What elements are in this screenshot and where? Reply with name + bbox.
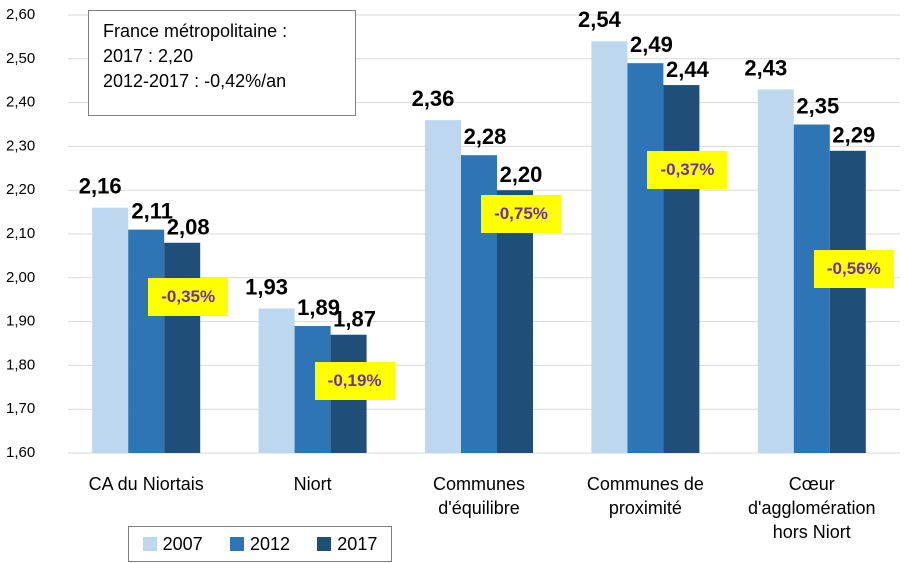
category-label: Niort (293, 474, 332, 494)
value-label: 2,49 (630, 32, 673, 57)
legend: 2007 2012 2017 (128, 526, 392, 562)
y-tick-label: 2,00 (6, 269, 35, 286)
rate-annotation: -0,75% (481, 195, 561, 233)
y-tick-label: 1,60 (6, 444, 35, 461)
value-label: 2,35 (796, 93, 839, 118)
rate-annotation: -0,19% (314, 362, 395, 400)
bar (757, 89, 794, 454)
y-tick-label: 2,20 (6, 181, 35, 198)
value-label: 2,20 (500, 162, 543, 187)
legend-swatch (229, 536, 244, 551)
value-label: 2,28 (464, 124, 507, 149)
bar (793, 124, 830, 453)
info-line: 2017 : 2,20 (103, 46, 194, 66)
value-label: 2,11 (131, 198, 173, 223)
bar (829, 150, 866, 453)
bar (497, 190, 533, 453)
bar (425, 120, 461, 454)
value-label: 2,29 (832, 123, 875, 148)
y-tick-label: 1,90 (6, 313, 35, 330)
value-label: 2,16 (79, 174, 122, 199)
bar (128, 229, 165, 453)
info-line: 2012-2017 : -0,42%/an (103, 71, 287, 91)
legend-item: 2017 (317, 534, 377, 555)
bar (663, 85, 700, 453)
rate-annotation: -0,56% (813, 250, 894, 288)
bar (258, 308, 295, 453)
y-tick-label: 2,10 (6, 225, 35, 242)
rate-annotation: -0,37% (647, 151, 728, 189)
bar (627, 63, 664, 454)
value-label: 2,08 (167, 215, 210, 240)
y-tick-label: 2,40 (6, 94, 35, 111)
value-label: 2,54 (578, 7, 622, 32)
y-tick-label: 1,80 (6, 356, 35, 373)
legend-item: 2007 (142, 533, 203, 555)
value-label: 1,89 (297, 295, 340, 320)
value-label: 2,44 (666, 57, 710, 82)
legend-swatch (142, 536, 157, 551)
y-tick-label: 1,70 (6, 400, 35, 417)
legend-label: 2007 (162, 533, 203, 554)
legend-item: 2012 (229, 533, 291, 555)
bar (591, 41, 628, 453)
rate-annotation: -0,35% (148, 278, 229, 316)
y-tick-label: 2,50 (6, 50, 35, 67)
category-label: Communes de proximité (586, 474, 704, 518)
info-box: France métropolitaine : 2017 : 2,20 2012-2… (88, 10, 356, 116)
info-line: France métropolitaine : (103, 21, 288, 41)
legend-label: 2012 (249, 533, 291, 554)
category-label: Communes d'équilibre (432, 474, 526, 518)
value-label: 2,43 (744, 55, 787, 80)
category-label: CA du Niortais (88, 474, 204, 494)
value-label: 2,36 (412, 86, 455, 111)
bar (164, 242, 201, 453)
value-label: 1,87 (333, 307, 376, 332)
legend-label: 2017 (337, 533, 378, 554)
bar (92, 207, 129, 453)
legend-swatch (317, 536, 332, 551)
y-tick-label: 2,60 (6, 6, 35, 23)
value-label: 1,93 (245, 274, 288, 299)
category-label: Cœur d'agglomération hors Niort (748, 474, 876, 542)
y-tick-label: 2,30 (6, 137, 35, 154)
